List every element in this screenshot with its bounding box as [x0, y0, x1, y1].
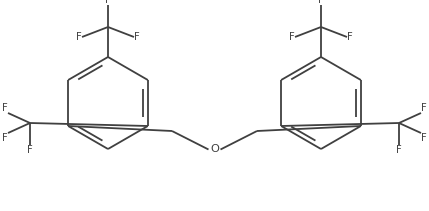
Text: F: F [2, 133, 8, 143]
Text: F: F [27, 145, 33, 155]
Text: F: F [289, 32, 295, 42]
Text: F: F [421, 133, 427, 143]
Text: F: F [347, 32, 353, 42]
Text: F: F [105, 0, 111, 5]
Text: F: F [76, 32, 82, 42]
Text: F: F [318, 0, 324, 5]
Text: F: F [134, 32, 140, 42]
Text: F: F [421, 103, 427, 113]
Text: F: F [396, 145, 402, 155]
Text: F: F [2, 103, 8, 113]
Text: O: O [210, 145, 219, 154]
